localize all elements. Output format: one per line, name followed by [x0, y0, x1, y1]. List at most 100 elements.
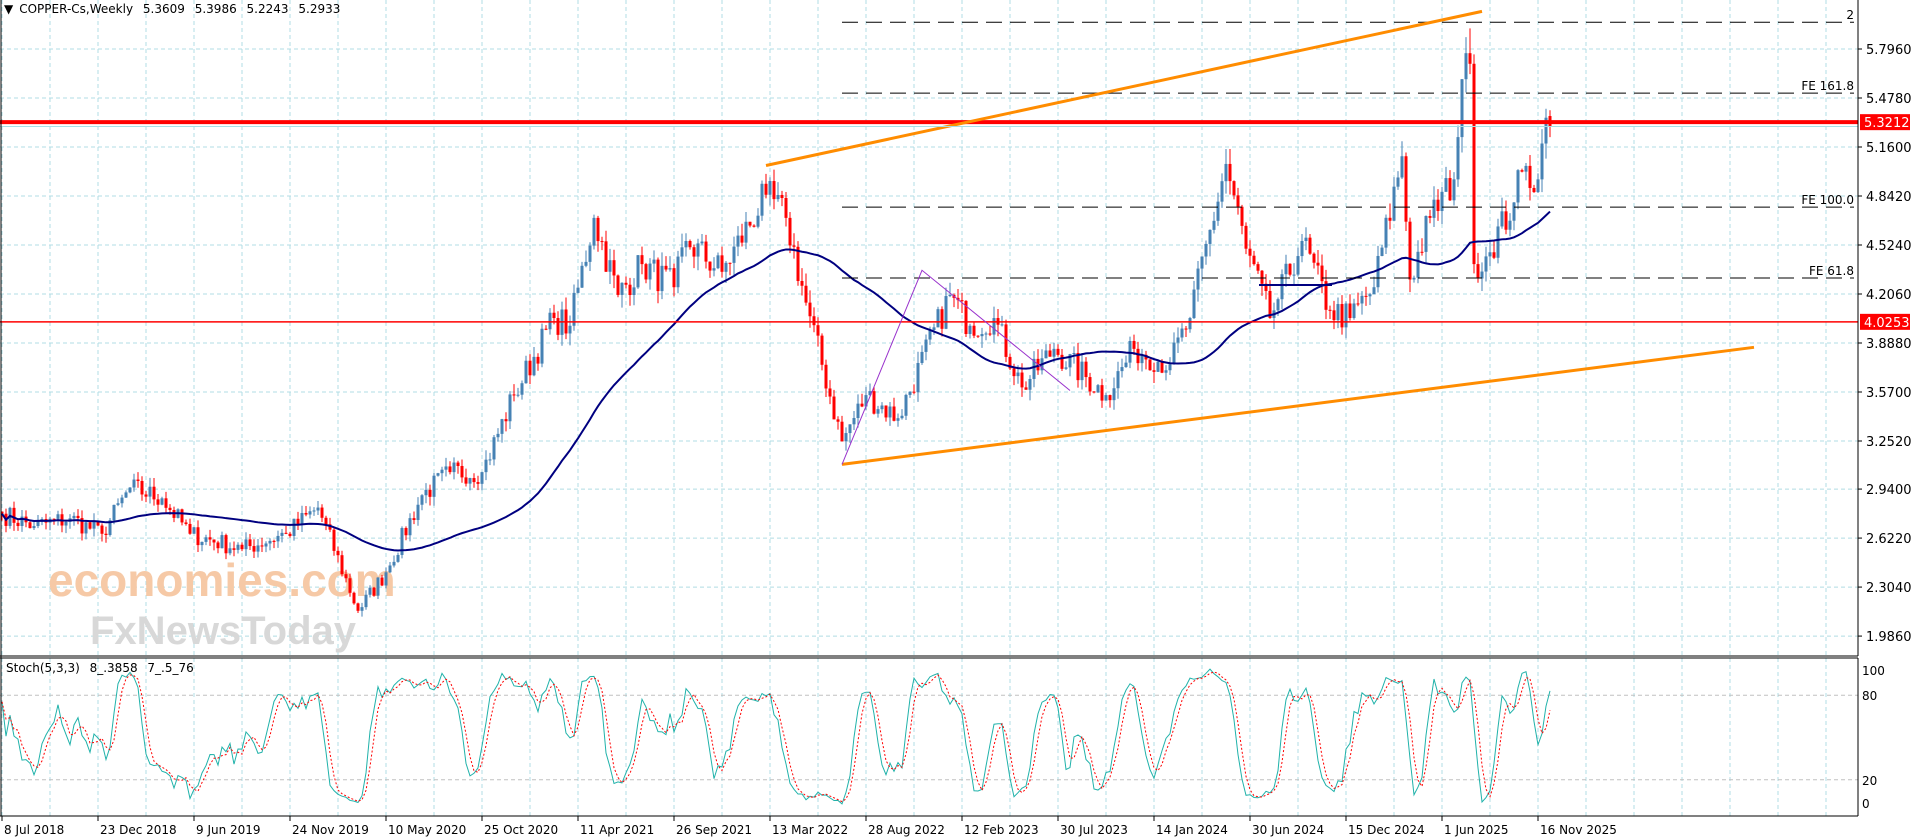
- candle: [1192, 289, 1196, 319]
- stoch-tick-label: 0: [1862, 797, 1870, 811]
- dropdown-triangle-icon[interactable]: ▼: [4, 2, 14, 16]
- candle: [1540, 143, 1544, 180]
- candle: [944, 296, 948, 329]
- candle: [1496, 226, 1500, 258]
- candle: [1008, 356, 1012, 369]
- candle: [1324, 281, 1328, 310]
- candle: [424, 489, 428, 496]
- candle: [660, 265, 664, 292]
- candle: [1444, 178, 1448, 192]
- candle: [492, 437, 496, 460]
- drawing-objects[interactable]: 2 FE 161.8 FE 100.0 FE 61.8: [0, 8, 1858, 466]
- candle: [1524, 165, 1528, 172]
- candle: [1092, 391, 1096, 393]
- candle: [1368, 294, 1372, 297]
- triangle-pattern[interactable]: [841, 269, 1071, 465]
- candle: [728, 262, 732, 264]
- candle: [396, 554, 400, 562]
- candle: [624, 282, 628, 285]
- candle: [928, 330, 932, 340]
- candle: [808, 302, 812, 317]
- candle: [512, 394, 516, 396]
- close-value: 5.2933: [298, 2, 341, 16]
- watermark-economies: economies.com: [48, 554, 396, 606]
- candle: [1296, 256, 1300, 275]
- candle: [696, 243, 700, 257]
- candle: [796, 246, 800, 282]
- candle: [348, 578, 352, 593]
- candle: [212, 539, 216, 543]
- candle: [872, 391, 876, 414]
- candle: [1452, 179, 1456, 201]
- channel-lower-line[interactable]: [841, 345, 1755, 466]
- candle: [620, 282, 624, 295]
- candle: [588, 245, 592, 262]
- candle: [916, 362, 920, 393]
- candle: [1176, 337, 1180, 343]
- candle: [0, 511, 4, 514]
- candle: [272, 540, 276, 542]
- candle: [188, 523, 192, 534]
- candle: [436, 473, 440, 476]
- candle: [1280, 274, 1284, 300]
- candle: [828, 388, 832, 397]
- watermark-fxnewstoday: FxNewsToday: [90, 609, 357, 653]
- candle: [312, 510, 316, 512]
- candle: [936, 309, 940, 328]
- candle: [716, 255, 720, 269]
- candle: [688, 240, 692, 248]
- candle: [236, 544, 240, 550]
- candle: [1432, 199, 1436, 218]
- open-value: 5.3609: [142, 2, 185, 16]
- candle: [532, 356, 536, 376]
- fibo-label: FE 161.8: [1801, 79, 1854, 93]
- candle: [600, 241, 604, 243]
- candle: [280, 532, 284, 536]
- candle: [540, 328, 544, 364]
- price-tick-label: 4.8420: [1866, 190, 1912, 205]
- candle: [516, 394, 520, 396]
- candle: [784, 198, 788, 218]
- candle: [1512, 202, 1516, 221]
- candle: [528, 360, 532, 376]
- candle: [392, 561, 396, 566]
- candle: [1420, 251, 1424, 253]
- candle: [876, 409, 880, 414]
- candle: [364, 594, 368, 608]
- date-tick-label: 10 May 2020: [388, 823, 466, 837]
- candle: [108, 520, 112, 535]
- candle: [1056, 348, 1060, 355]
- candle: [1276, 299, 1280, 311]
- candle: [788, 217, 792, 246]
- candle: [1164, 370, 1168, 373]
- candle: [1532, 187, 1536, 193]
- date-tick-label: 11 Apr 2021: [580, 823, 654, 837]
- stoch-k-value: 8_.3858: [89, 661, 138, 675]
- chart-header: ▼ COPPER-Cs,Weekly 5.3609 5.3986 5.2243 5…: [4, 2, 346, 16]
- candle: [1064, 367, 1068, 369]
- channel-upper-line[interactable]: [765, 9, 1483, 167]
- candle: [1492, 252, 1496, 258]
- candle: [40, 519, 44, 521]
- candle: [524, 360, 528, 384]
- candle: [76, 515, 80, 519]
- candle: [1076, 352, 1080, 381]
- candle: [468, 478, 472, 484]
- candle: [844, 433, 848, 442]
- candle: [472, 478, 476, 483]
- candle: [256, 545, 260, 552]
- candle: [416, 504, 420, 521]
- date-tick-label: 23 Dec 2018: [100, 823, 177, 837]
- candle: [556, 318, 560, 335]
- candle: [20, 516, 24, 527]
- candle: [636, 255, 640, 288]
- candle: [1180, 328, 1184, 338]
- candle: [776, 194, 780, 200]
- candle: [1328, 309, 1332, 311]
- candle: [36, 519, 40, 527]
- candle: [836, 419, 840, 422]
- candle: [1520, 170, 1524, 172]
- candle: [792, 245, 796, 247]
- candle: [500, 419, 504, 434]
